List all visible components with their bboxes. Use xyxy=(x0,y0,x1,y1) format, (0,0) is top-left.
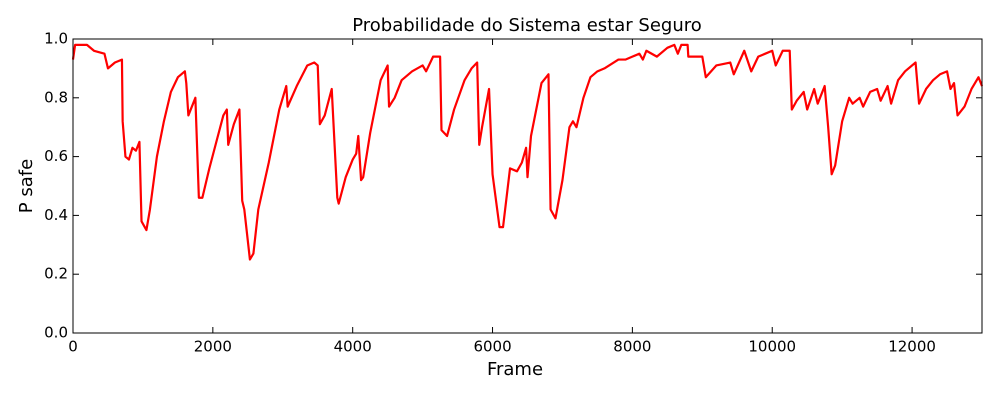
y-tick-label: 1.0 xyxy=(44,30,68,48)
chart-title: Probabilidade do Sistema estar Seguro xyxy=(352,15,702,36)
y-tick-label: 0.2 xyxy=(44,265,68,283)
y-tick-label: 0.4 xyxy=(44,206,68,224)
x-tick-label: 8000 xyxy=(613,338,651,356)
x-axis-label: Frame xyxy=(487,359,543,380)
x-tick-label: 4000 xyxy=(334,338,372,356)
x-tick-label: 6000 xyxy=(473,338,511,356)
y-tick-label: 0.0 xyxy=(44,324,68,342)
y-tick-label: 0.6 xyxy=(44,147,68,165)
x-tick-label: 0 xyxy=(68,338,78,356)
y-tick-label: 0.8 xyxy=(44,88,68,106)
y-axis-label: P safe xyxy=(16,159,37,213)
x-tick-label: 12000 xyxy=(888,338,936,356)
x-tick-label: 10000 xyxy=(748,338,796,356)
x-tick-label: 2000 xyxy=(194,338,232,356)
plot-frame xyxy=(72,38,983,334)
line-series xyxy=(71,43,984,261)
